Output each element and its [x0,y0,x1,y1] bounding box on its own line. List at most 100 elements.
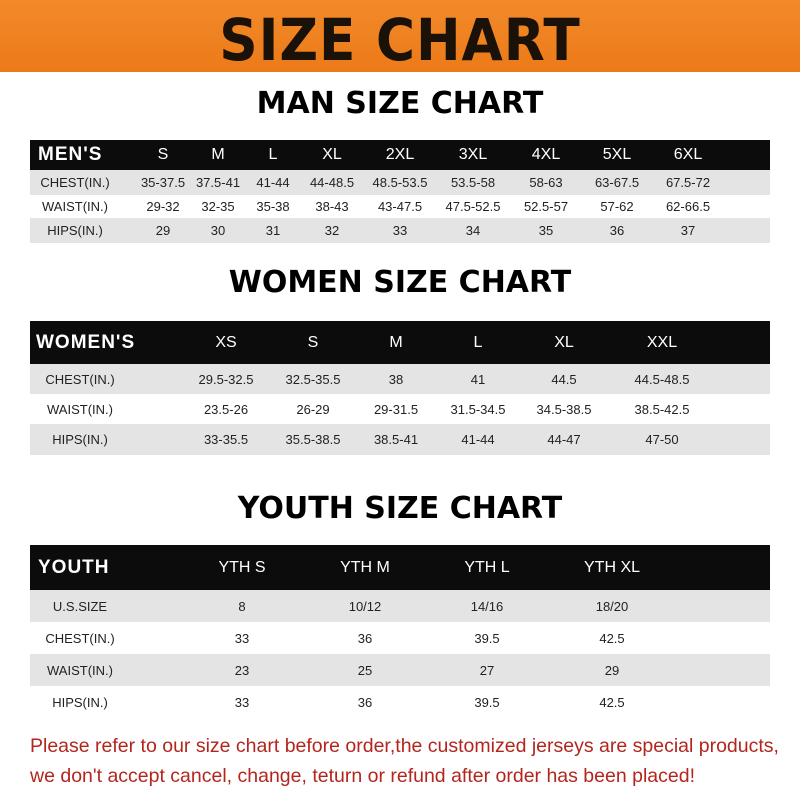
table-cell: 48.5-53.5 [372,175,428,190]
size-header-cell: 4XL [531,146,561,163]
table-cell: 57-62 [600,199,634,214]
size-header-cell: M [389,333,403,351]
table-row: WAIST(IN.) 29-32 32-35 35-38 38-43 43-47.5 47.… [30,195,770,218]
table-cell: 41-44 [256,175,290,190]
table-cell: 44-47 [547,432,581,447]
table-cell: 23.5-26 [203,401,249,417]
table-cell: 53.5-58 [450,175,496,190]
table-title-cell: YOUTH [38,556,110,578]
size-header-cell: S [307,333,319,351]
table-cell: 39.5 [474,694,500,710]
table-cell: 42.5 [599,630,625,646]
table-row: CHEST(IN.) 35-37.5 37.5-41 41-44 44-48.5 48.5… [30,170,770,195]
table-cell: 33 [234,694,250,710]
table-cell: 44.5-48.5 [634,371,690,387]
table-cell: 62-66.5 [665,199,711,214]
size-header-cell: L [268,146,278,163]
measurement-label: U.S.SIZE [52,598,108,614]
size-header-cell: YTH XL [583,558,641,576]
table-header-row: YOUTH YTH S YTH M YTH L YTH XL [30,545,770,590]
youth-heading: YOUTH SIZE CHART [237,491,563,526]
table-cell: 47.5-52.5 [445,199,501,214]
table-cell: 44.5 [551,371,577,387]
measurement-label: WAIST(IN.) [47,662,113,678]
table-cell: 38.5-42.5 [634,401,690,417]
size-header-cell: XL [322,146,342,163]
table-cell: 36 [357,694,373,710]
table-cell: 58-63 [529,175,563,190]
table-row: CHEST(IN.) 33 36 39.5 42.5 [30,622,770,654]
size-header-cell: 6XL [673,146,703,163]
table-row: WAIST(IN.) 23 25 27 29 [30,654,770,686]
table-cell: 38-43 [315,199,349,214]
table-row: U.S.SIZE 8 10/12 14/16 18/20 [30,590,770,622]
table-cell: 43-47.5 [377,199,423,214]
size-header-cell: XXL [646,333,678,351]
table-cell: 29-31.5 [373,401,419,417]
table-cell: 36 [357,630,373,646]
table-cell: 47-50 [645,432,679,447]
table-cell: 14/16 [470,598,504,614]
table-header-row: MEN'S S M L XL 2XL 3XL 4XL 5XL 6XL [30,140,770,170]
measurement-label: CHEST(IN.) [45,630,115,646]
size-header-cell: YTH M [340,558,390,576]
size-header-cell: 5XL [602,146,632,163]
table-cell: 33 [234,630,250,646]
table-cell: 34 [465,223,481,238]
table-cell: 52.5-57 [523,199,569,214]
size-header-cell: YTH L [464,558,510,576]
table-cell: 41-44 [461,432,495,447]
table-cell: 29-32 [146,199,180,214]
table-cell: 42.5 [599,694,625,710]
table-cell: 63-67.5 [594,175,640,190]
table-cell: 32.5-35.5 [285,371,341,387]
table-cell: 26-29 [296,401,330,417]
table-cell: 32 [324,223,340,238]
table-cell: 18/20 [595,598,629,614]
table-cell: 31 [265,223,281,238]
table-cell: 29 [604,662,620,678]
size-header-cell: 3XL [458,146,488,163]
table-cell: 31.5-34.5 [450,401,506,417]
page-title: SIZE CHART [219,6,581,74]
table-cell: 38.5-41 [373,432,419,447]
measurement-label: CHEST(IN.) [45,371,115,387]
table-cell: 36 [609,223,625,238]
measurement-label: WAIST(IN.) [47,401,113,417]
size-header-cell: 2XL [385,146,415,163]
size-header-cell: YTH S [218,558,266,576]
table-header-row: WOMEN'S XS S M L XL XXL [30,321,770,364]
women-heading: WOMEN SIZE CHART [228,265,572,300]
table-cell: 29 [155,223,171,238]
table-cell: 30 [210,223,226,238]
measurement-label: HIPS(IN.) [52,694,108,710]
size-header-cell: XL [554,333,574,351]
size-header-cell: M [211,146,225,163]
size-header-cell: S [157,146,169,163]
table-cell: 23 [234,662,250,678]
table-cell: 10/12 [348,598,382,614]
measurement-label: HIPS(IN.) [47,223,103,238]
table-row: HIPS(IN.) 33-35.5 35.5-38.5 38.5-41 41-44 44-… [30,424,770,455]
size-header-cell: L [473,333,483,351]
table-cell: 41 [470,371,486,387]
table-cell: 35-37.5 [140,175,186,190]
measurement-label: WAIST(IN.) [42,199,108,214]
table-cell: 27 [479,662,495,678]
measurement-label: HIPS(IN.) [52,432,108,447]
table-title-cell: MEN'S [38,144,103,165]
table-cell: 67.5-72 [665,175,711,190]
table-cell: 29.5-32.5 [198,371,254,387]
policy-note-line-1: Please refer to our size chart before or… [30,735,779,757]
table-cell: 44-48.5 [309,175,355,190]
size-header-cell: XS [215,333,237,351]
table-cell: 34.5-38.5 [536,401,592,417]
title-banner: SIZE CHART [0,0,800,74]
men-heading: MAN SIZE CHART [256,86,544,121]
table-cell: 33-35.5 [203,432,249,447]
table-row: HIPS(IN.) 33 36 39.5 42.5 [30,686,770,718]
table-row: WAIST(IN.) 23.5-26 26-29 29-31.5 31.5-34.5 34… [30,394,770,424]
table-cell: 33 [392,223,408,238]
table-cell: 38 [388,371,404,387]
table-cell: 8 [238,598,246,614]
